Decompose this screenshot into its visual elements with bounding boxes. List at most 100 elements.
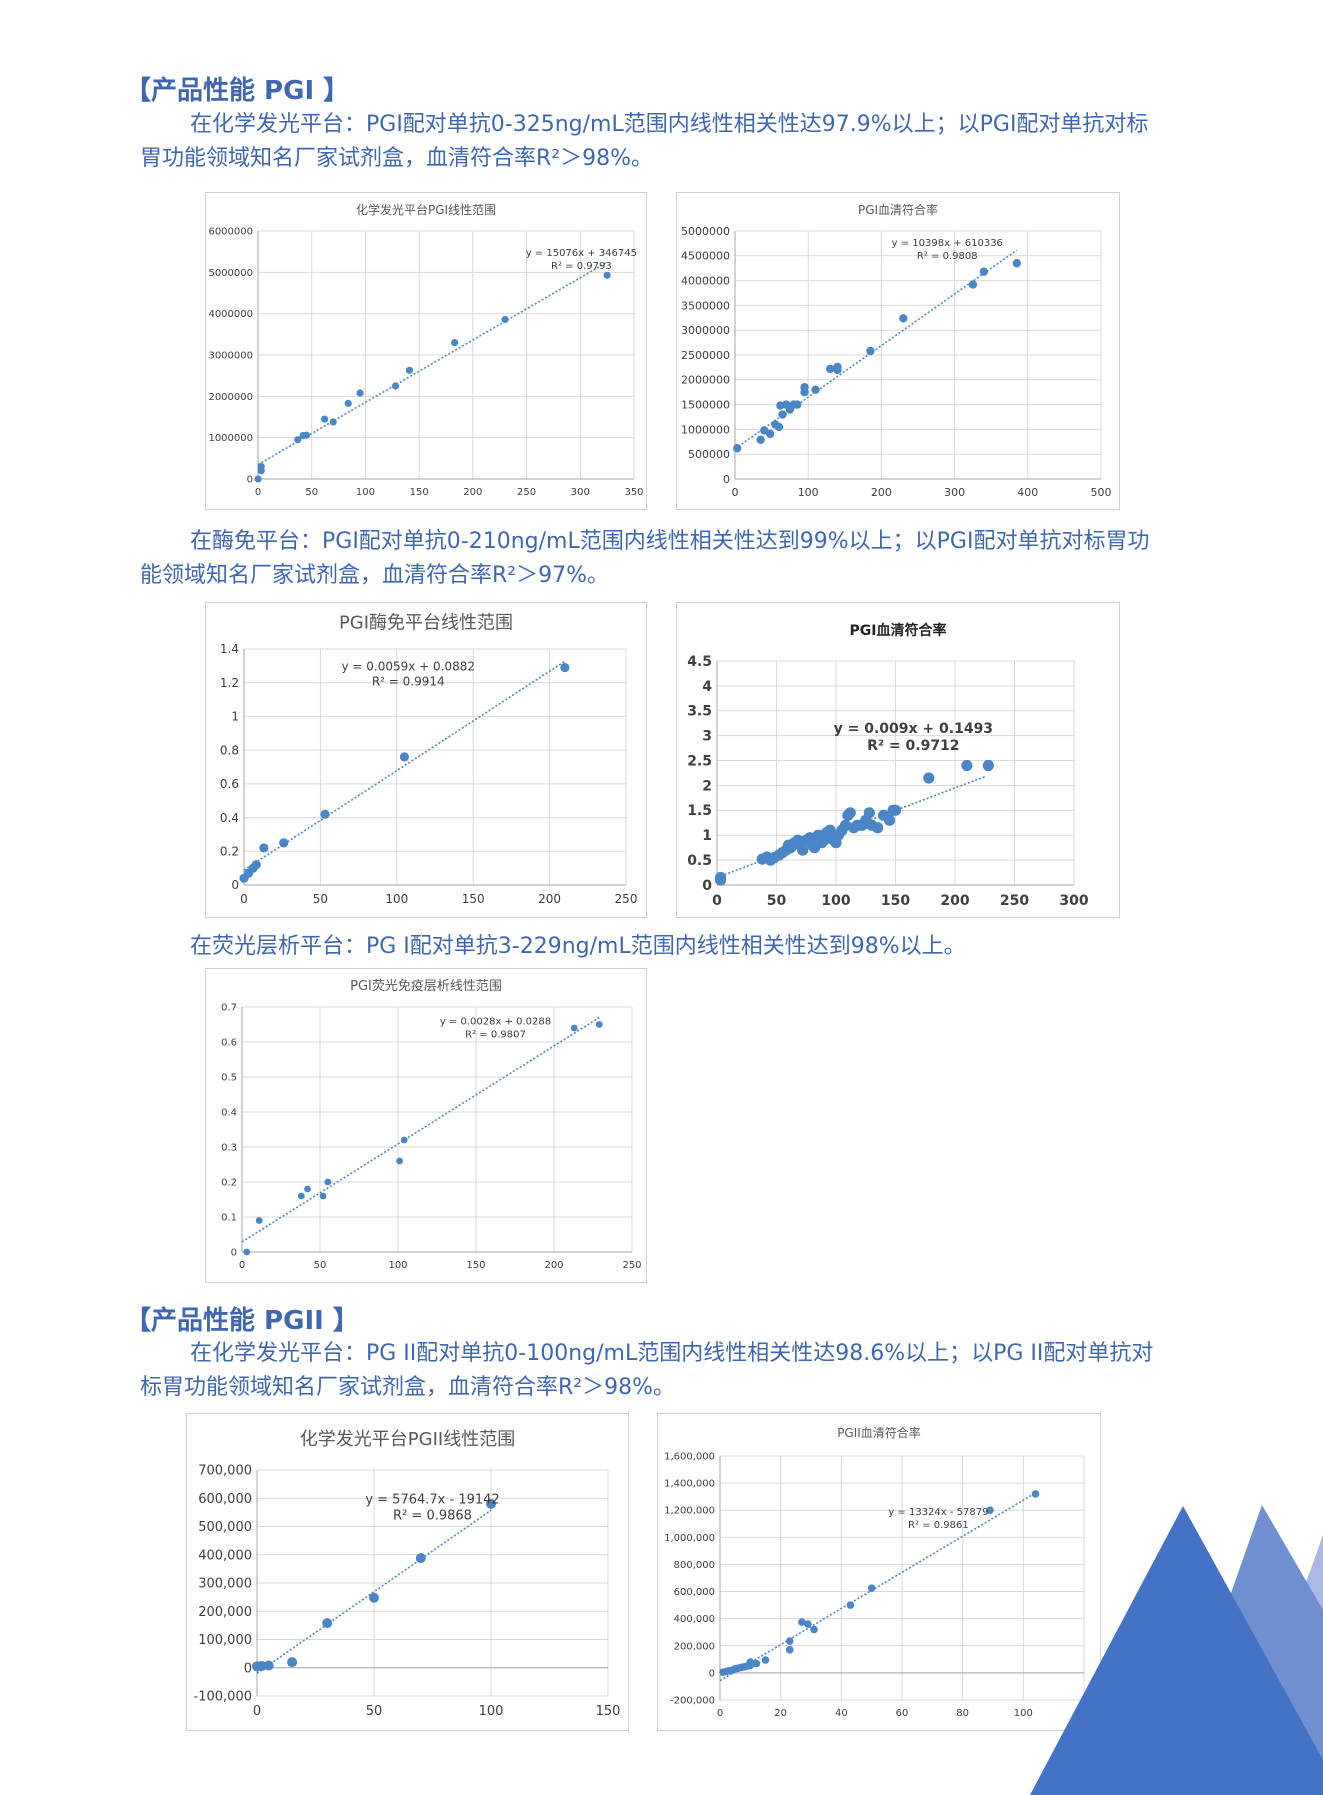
- data-point: [752, 1659, 761, 1668]
- y-tick-label: 2500000: [681, 349, 730, 362]
- x-tick-label: 50: [767, 893, 787, 909]
- x-tick-label: 150: [881, 893, 910, 909]
- data-point: [804, 1620, 812, 1628]
- data-point: [866, 346, 875, 356]
- y-tick-label: 3500000: [681, 299, 730, 312]
- y-tick-label: 4000000: [208, 309, 253, 320]
- data-point: [257, 463, 265, 471]
- chart-pg2-chem-serum: PGII血清符合率 -200,000 0 200,000 400,000 600,000 8…: [657, 1413, 1101, 1731]
- y-tick-label: 2: [702, 778, 712, 794]
- deco-triangle-mid: [1160, 1505, 1323, 1795]
- y-tick-label: 0.8: [220, 743, 239, 757]
- data-point: [986, 1506, 994, 1515]
- x-tick-label: 300: [1059, 893, 1088, 909]
- pg1-enzyme-line1: 在酶免平台：PGI配对单抗0-210ng/mL范围内线性相关性达到99%以上；以…: [190, 529, 1150, 554]
- y-tick-label: 800,000: [674, 1560, 715, 1571]
- x-tick-label: 350: [624, 487, 643, 498]
- data-point: [243, 1248, 251, 1256]
- x-tick-label: 150: [466, 1260, 485, 1271]
- y-tick-label: 1,600,000: [664, 1452, 715, 1463]
- data-point: [263, 1660, 274, 1671]
- y-tick-label: 0.3: [221, 1143, 237, 1154]
- trend-r-squared: R² = 0.9861: [908, 1520, 969, 1531]
- data-point: [756, 435, 765, 445]
- pg1-chem-paragraph: 在化学发光平台：PGI配对单抗0-325ng/mL范围内线性相关性达97.9%以…: [140, 108, 1240, 176]
- deco-triangle-light: [1230, 1535, 1323, 1795]
- y-tick-label: 0: [247, 475, 253, 486]
- y-tick-label: 4500000: [681, 250, 730, 263]
- y-tick-label: 6000000: [208, 227, 253, 238]
- trendline: [243, 660, 566, 871]
- y-tick-label: 0.2: [221, 1178, 237, 1189]
- pg2-heading: 【产品性能 PGII 】: [125, 1306, 359, 1336]
- y-tick-label: 1,000,000: [664, 1533, 715, 1544]
- chart-pg1-enzyme-serum: PGI血清符合率 0 0.5 1 1.5 2 2.5 3 3.5 4 4.5 0 50 100 150 200…: [676, 602, 1120, 918]
- y-tick-label: 0.6: [220, 777, 239, 791]
- x-tick-label: 100: [821, 893, 850, 909]
- x-tick-label: 120: [1074, 1708, 1093, 1719]
- trendline: [257, 261, 608, 466]
- y-tick-label: 200,000: [674, 1641, 715, 1652]
- x-tick-label: 150: [462, 892, 485, 906]
- pg1-fluor-line: 在荧光层析平台：PG I配对单抗3-229ng/mL范围内线性相关性达到98%以…: [190, 934, 966, 959]
- data-point: [279, 838, 289, 848]
- x-tick-label: 0: [239, 1260, 245, 1271]
- data-point: [961, 759, 973, 772]
- y-tick-label: 1,400,000: [664, 1479, 715, 1490]
- y-tick-label: 0.6: [221, 1038, 237, 1049]
- data-point: [329, 418, 337, 426]
- data-point: [833, 362, 842, 372]
- y-tick-label: 4000000: [681, 274, 730, 287]
- x-tick-label: 100: [385, 892, 408, 906]
- chart-svg: PGI血清符合率 0 500000 1000000 1500000 2000000 2500…: [681, 202, 1112, 499]
- data-point: [899, 314, 908, 323]
- y-tick-label: 2.5: [687, 753, 712, 769]
- x-tick-label: 40: [835, 1708, 848, 1719]
- x-tick-label: 150: [596, 1704, 621, 1719]
- y-tick-label: 0.7: [221, 1003, 237, 1014]
- pg1-enzyme-paragraph: 在酶免平台：PGI配对单抗0-210ng/mL范围内线性相关性达到99%以上；以…: [140, 525, 1240, 593]
- data-point: [824, 824, 836, 836]
- y-tick-label: 0: [231, 878, 239, 892]
- data-point: [415, 1553, 426, 1564]
- trendline: [256, 1509, 492, 1674]
- y-tick-label: 200,000: [198, 1605, 252, 1620]
- y-tick-label: 3000000: [681, 324, 730, 337]
- data-point: [259, 843, 269, 853]
- trend-equation: y = 5764.7x - 19142: [365, 1492, 499, 1507]
- data-point: [810, 1625, 818, 1634]
- y-tick-label: 500000: [688, 448, 730, 461]
- chart-svg: PGI血清符合率 0 0.5 1 1.5 2 2.5 3 3.5 4 4.5 0 50 100 150 200…: [687, 622, 1089, 909]
- chart-title: PGI酶免平台线性范围: [339, 612, 513, 633]
- y-tick-label: 0.2: [220, 844, 239, 858]
- y-tick-label: 3.5: [687, 704, 712, 720]
- x-tick-label: 250: [615, 892, 638, 906]
- data-point: [778, 410, 787, 419]
- chart-svg: 化学发光平台PGII线性范围-100,0000100,000200,000300…: [194, 1429, 621, 1719]
- y-tick-label: 1,200,000: [664, 1506, 715, 1517]
- x-tick-label: 50: [366, 1704, 383, 1719]
- y-tick-label: 1500000: [681, 398, 730, 411]
- data-point: [765, 429, 775, 439]
- y-tick-label: 1000000: [681, 423, 730, 436]
- data-point: [968, 280, 978, 289]
- data-point: [800, 383, 809, 392]
- y-tick-label: 0: [709, 1668, 715, 1679]
- chart-title: PGII血清符合率: [837, 1425, 921, 1440]
- chart-pg2-chem-linearity: 化学发光平台PGII线性范围 -100,000 0 100,000 200,000 300…: [186, 1413, 629, 1731]
- x-tick-label: 100: [798, 486, 819, 499]
- y-tick-label: 4.5: [687, 654, 712, 670]
- data-point: [294, 436, 302, 444]
- pg1-heading: 【产品性能 PGI 】: [125, 76, 350, 106]
- x-tick-label: 200: [538, 892, 561, 906]
- data-point: [356, 389, 364, 397]
- data-point: [798, 1618, 806, 1626]
- trend-r-squared: R² = 0.9868: [393, 1508, 472, 1523]
- x-tick-label: 0: [717, 1708, 723, 1719]
- x-tick-label: 300: [571, 487, 590, 498]
- trend-equation: y = 0.0028x + 0.0288: [440, 1016, 551, 1027]
- data-point: [399, 752, 410, 762]
- data-point: [324, 1178, 332, 1186]
- data-point: [570, 1024, 578, 1032]
- chart-pg1-chem-linearity: 化学发光平台PGI线性范围 0 1000000 2000000 3000000 40000…: [205, 192, 647, 510]
